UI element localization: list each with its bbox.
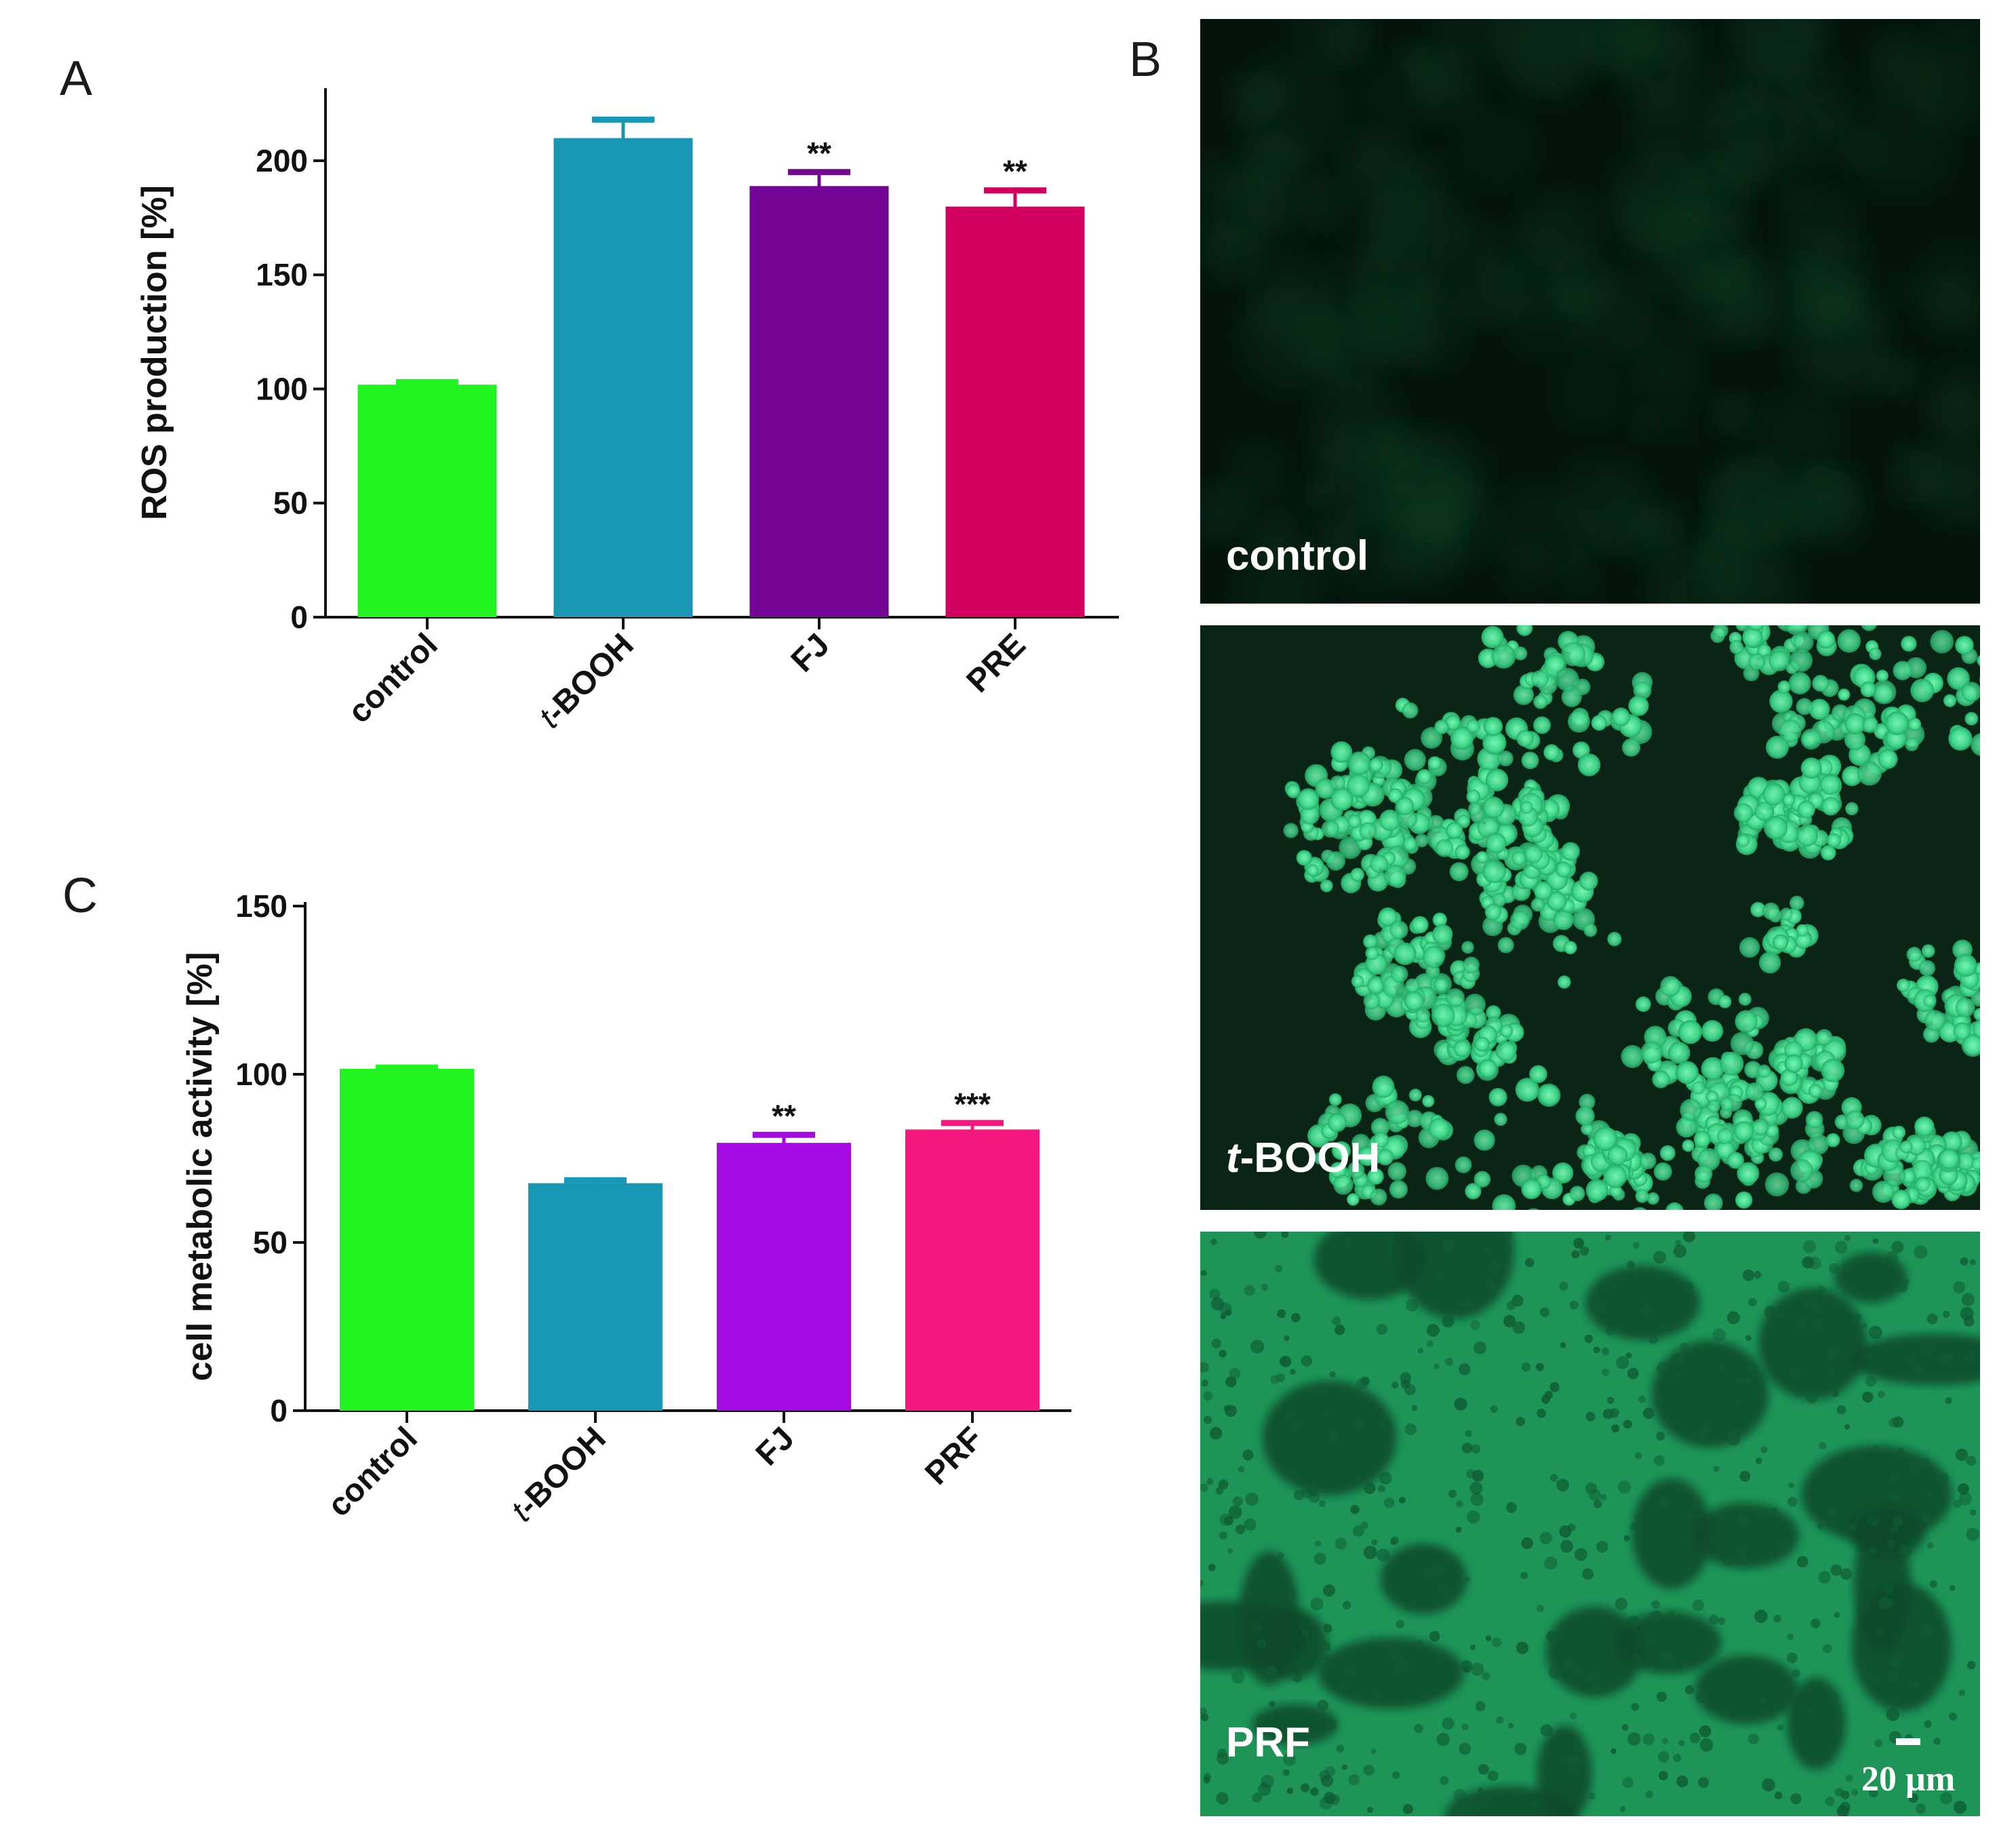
bar-booh (553, 140, 693, 618)
micrograph-prf-gaps (1200, 1232, 1980, 1816)
y-tick-label: 0 (270, 1393, 288, 1428)
category-label: FJ (749, 1420, 802, 1472)
category-label-text: -BOOH (538, 627, 641, 729)
micrograph-prf: PRF 20 µm (1200, 1232, 1980, 1816)
significance-label: *** (954, 1086, 991, 1122)
significance-label: ** (1003, 154, 1027, 189)
micrograph-prf-caption: PRF (1226, 1719, 1310, 1766)
category-label-text: PRF (918, 1420, 989, 1491)
chart-c-y-axis-title: cell metabolic activity [%] (180, 952, 220, 1382)
category-label: FJ (785, 627, 837, 679)
chart-c-metabolic-activity: cell metabolic activity [%] 0 50 100 150 con… (180, 888, 1071, 1529)
scale-bar-label: 20 µm (1861, 1760, 1955, 1799)
micrograph-tbooh-caption-prefix: t (1226, 1135, 1242, 1181)
category-label-text: FJ (785, 627, 837, 679)
category-label: PRF (918, 1420, 989, 1491)
micrograph-tbooh-caption: t-BOOH (1226, 1135, 1380, 1181)
category-label-text: PRE (960, 627, 1033, 699)
significance-label: ** (807, 136, 831, 171)
category-label: PRE (960, 627, 1033, 699)
y-tick-label: 0 (290, 600, 308, 635)
y-tick-label: 150 (235, 888, 288, 924)
micrograph-prf-dots (1200, 1232, 1979, 1816)
y-tick-label: 50 (253, 1225, 288, 1260)
y-tick-label: 150 (256, 257, 308, 292)
bar-fj (717, 1145, 851, 1411)
micrograph-control: control (1200, 19, 1980, 604)
category-label-text: -BOOH (511, 1420, 613, 1523)
y-tick-label: 50 (273, 486, 308, 521)
category-label-text: FJ (749, 1420, 802, 1472)
bar-control (340, 1071, 474, 1411)
bar-booh (528, 1185, 663, 1411)
micrograph-control-caption: control (1226, 532, 1368, 579)
y-tick-label: 200 (256, 143, 308, 178)
significance-label: ** (772, 1098, 796, 1133)
bar-pre (945, 208, 1085, 617)
panel-letter-b: B (1129, 33, 1162, 87)
micrograph-tbooh: t-BOOH (1200, 625, 1980, 1210)
panel-letter-c: C (62, 869, 98, 923)
category-label: control (321, 1420, 424, 1523)
chart-a-ros-production: ROS production [%] 0 50 100 150 200 control t-… (135, 88, 1119, 735)
y-tick-label: 100 (235, 1057, 288, 1092)
category-label: t-BOOH (532, 627, 641, 735)
bar-prf (905, 1131, 1040, 1411)
category-label: control (341, 627, 444, 730)
chart-a-y-axis-title: ROS production [%] (135, 185, 174, 520)
micrograph-control-texture (1200, 19, 1980, 604)
category-label: t-BOOH (505, 1420, 613, 1529)
category-label-text: control (321, 1420, 424, 1523)
micrograph-tbooh-caption-text: -BOOH (1240, 1135, 1381, 1181)
y-tick-label: 100 (256, 371, 308, 406)
panel-letter-a: A (60, 52, 92, 106)
scale-bar (1896, 1738, 1920, 1745)
category-label-text: control (341, 627, 444, 730)
bar-fj (749, 188, 889, 618)
micrograph-tbooh-cells (1283, 625, 1980, 1210)
bar-control (357, 387, 497, 617)
